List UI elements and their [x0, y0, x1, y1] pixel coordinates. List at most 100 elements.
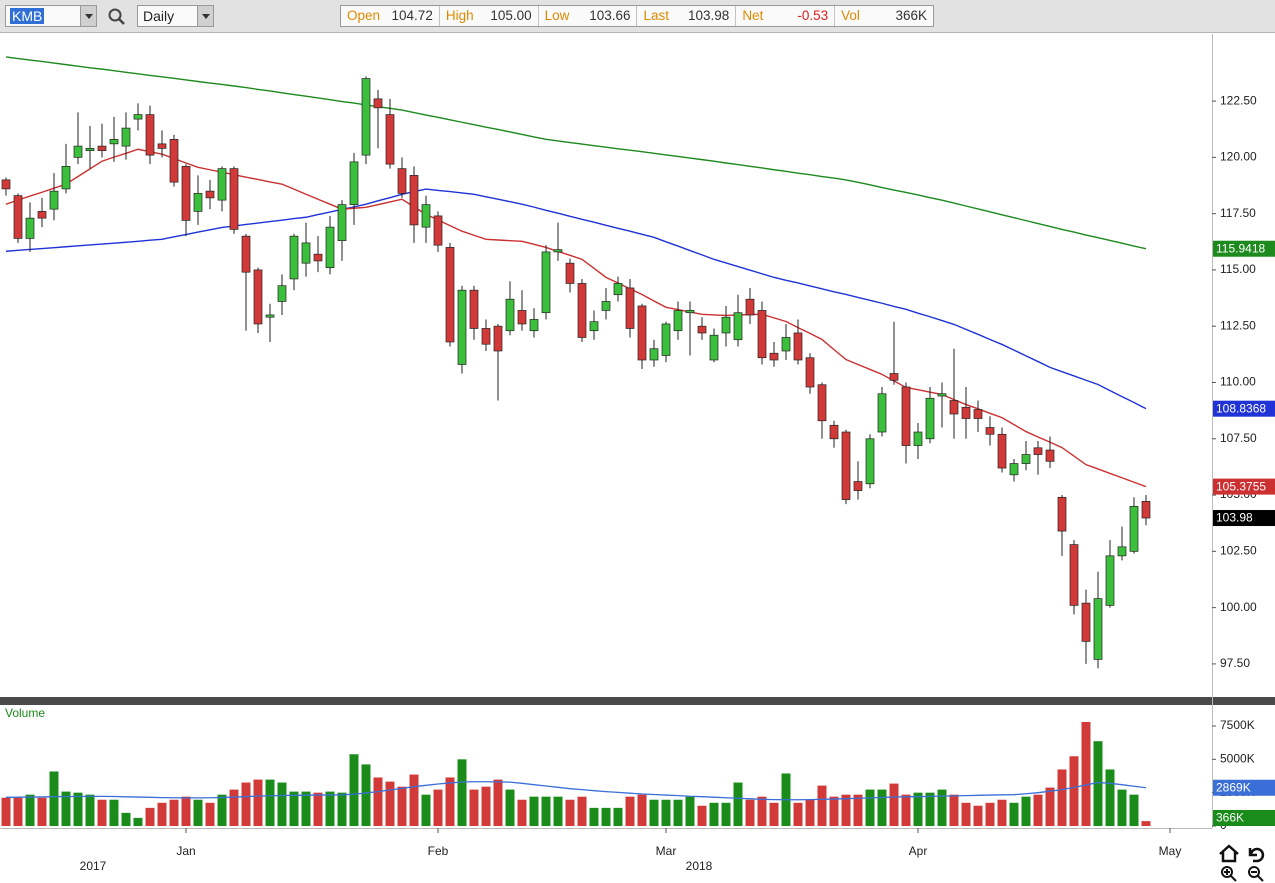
- y-tick-label: 112.50: [1220, 318, 1256, 332]
- quote-value: 366K: [895, 8, 927, 23]
- volume-bar: [733, 782, 743, 826]
- zoom-out-icon[interactable]: [1248, 866, 1264, 882]
- candle-body: [745, 298, 755, 316]
- volume-bar: [1033, 794, 1043, 826]
- interval-select[interactable]: Daily: [137, 5, 198, 27]
- volume-bar: [181, 796, 191, 826]
- candle-body: [637, 305, 647, 361]
- search-icon[interactable]: [107, 7, 127, 27]
- candle-body: [433, 215, 443, 246]
- quote-label: Vol: [841, 8, 860, 23]
- volume-bar: [553, 796, 563, 826]
- candle-body: [397, 168, 407, 194]
- symbol-input[interactable]: KMB: [5, 5, 81, 27]
- candle-body: [1081, 602, 1091, 642]
- candle-body: [253, 269, 263, 325]
- ma-tag: 108.8368: [1216, 401, 1266, 415]
- volume-bar: [13, 797, 23, 826]
- candle-body: [553, 249, 563, 253]
- quote-label: Last: [643, 8, 670, 23]
- home-icon[interactable]: [1219, 844, 1239, 863]
- ma-tag-bg: [1213, 400, 1275, 417]
- volume-bar: [1117, 789, 1127, 826]
- candle-body: [589, 321, 599, 332]
- panel-title: Volume: [5, 706, 45, 720]
- volume-bar: [649, 799, 659, 826]
- panel-separator: [0, 697, 1212, 705]
- y-tick-label: 122.50: [1220, 93, 1257, 107]
- volume-bar: [589, 807, 599, 826]
- ma-tag-bg: [1213, 478, 1275, 495]
- last-price-tag: 103.98: [1216, 511, 1253, 525]
- candle-body: [1105, 555, 1115, 606]
- candle-body: [313, 253, 323, 262]
- chart: Volume 97.50100.00102.50105.00107.50110.…: [0, 34, 1275, 882]
- back-icon[interactable]: [1248, 847, 1265, 863]
- quote-label: Net: [742, 8, 764, 23]
- volume-bar: [121, 812, 131, 826]
- candle-body: [925, 397, 935, 440]
- candle-body: [457, 289, 467, 365]
- volume-bar: [901, 794, 911, 826]
- candle-body: [205, 190, 215, 199]
- y-tick-label: 102.50: [1220, 544, 1257, 558]
- candle-body: [997, 433, 1007, 469]
- candle-body: [829, 424, 839, 440]
- interval-dropdown[interactable]: [197, 5, 214, 27]
- volume-bar: [613, 807, 623, 826]
- volume-bar: [793, 802, 803, 826]
- candle-body: [289, 235, 299, 280]
- volume-bar: [1057, 769, 1067, 826]
- candle-body: [337, 204, 347, 242]
- symbol-dropdown[interactable]: [80, 5, 97, 27]
- candle-body: [625, 287, 635, 329]
- volume-bar: [673, 799, 683, 826]
- volume-bar: [505, 789, 515, 826]
- volume-bar: [25, 794, 35, 826]
- volume-bar: [385, 781, 395, 826]
- candle-body: [541, 251, 551, 314]
- volume-bar: [1021, 796, 1031, 826]
- volume-bar: [301, 791, 311, 826]
- candle-body: [13, 195, 23, 239]
- candle-body: [817, 384, 827, 422]
- volume-bar: [769, 802, 779, 826]
- volume-bar: [853, 794, 863, 826]
- x-tick-label: Feb: [428, 844, 449, 858]
- candle-body: [1021, 454, 1031, 464]
- candle-body: [1093, 598, 1103, 660]
- volume-bar: [685, 796, 695, 826]
- volume-bar: [49, 771, 59, 826]
- volume-bar: [133, 817, 143, 826]
- volume-bar: [961, 802, 971, 826]
- ma-tag: 115.9418: [1216, 241, 1265, 255]
- quote-item: High 105.00: [440, 6, 539, 26]
- x-tick-label: Apr: [909, 844, 928, 858]
- zoom-in-icon[interactable]: [1221, 866, 1237, 882]
- volume-bar: [745, 799, 755, 826]
- candle-body: [1069, 544, 1079, 606]
- volume-average-tag: 2869K: [1216, 780, 1251, 794]
- volume-bar: [529, 796, 539, 826]
- candle-body: [877, 393, 887, 433]
- candle-body: [757, 310, 767, 359]
- candle-body: [421, 204, 431, 228]
- candle-body: [601, 301, 611, 311]
- symbol: KMB: [10, 8, 45, 24]
- interval: Daily: [143, 8, 175, 24]
- candle-body: [505, 298, 515, 332]
- y-tick-label: 97.50: [1220, 656, 1250, 670]
- candle-body: [685, 310, 695, 314]
- last-price-tag-bg: [1213, 510, 1275, 527]
- volume-average-tag-bg: [1213, 779, 1275, 796]
- candle-body: [349, 161, 359, 205]
- candle-body: [37, 211, 47, 219]
- volume-bar: [937, 789, 947, 826]
- quote-label: Low: [544, 8, 570, 23]
- volume-bar: [973, 805, 983, 826]
- candle-body: [145, 114, 155, 156]
- volume-bar: [157, 802, 167, 826]
- volume-bar: [373, 777, 383, 826]
- volume-bar: [829, 796, 839, 826]
